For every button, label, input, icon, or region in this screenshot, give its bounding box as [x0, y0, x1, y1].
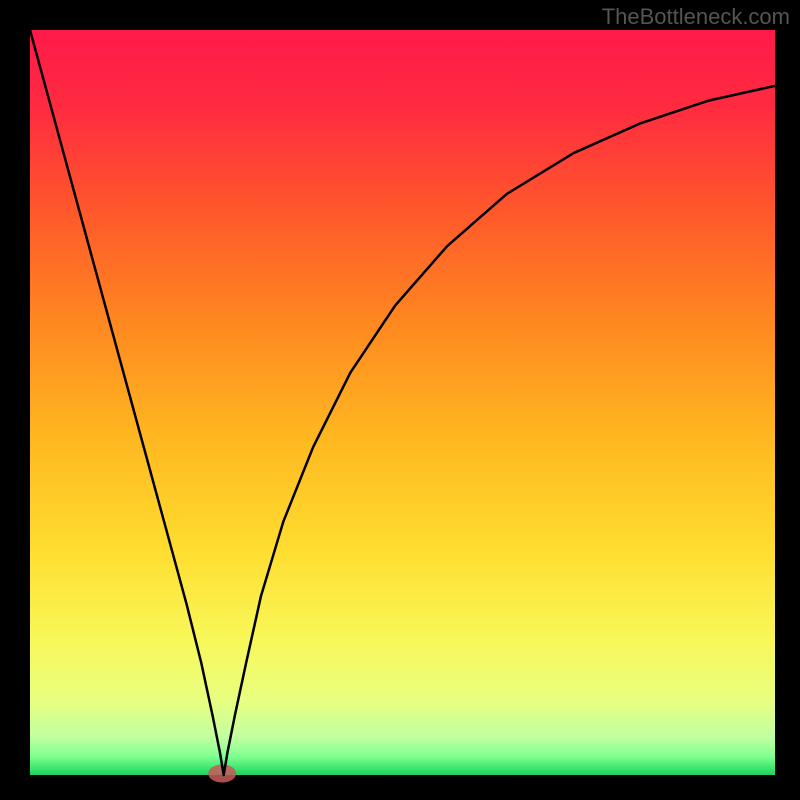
- bottleneck-chart: [0, 0, 800, 800]
- chart-container: TheBottleneck.com: [0, 0, 800, 800]
- watermark-text: TheBottleneck.com: [602, 4, 790, 30]
- gradient-background: [30, 30, 775, 775]
